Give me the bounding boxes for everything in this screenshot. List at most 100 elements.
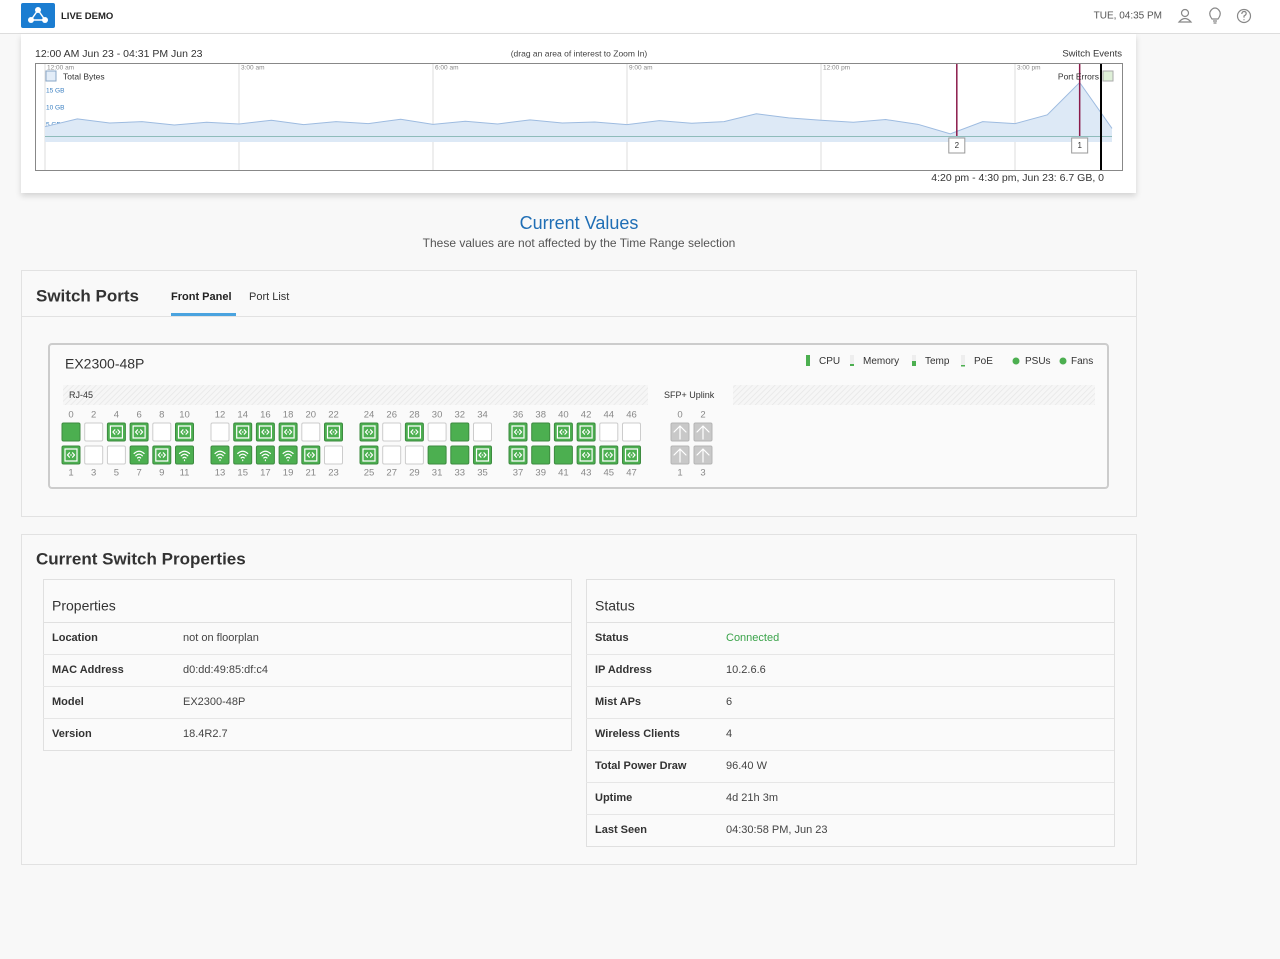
port[interactable] (175, 445, 194, 465)
port[interactable] (508, 445, 528, 465)
port[interactable] (233, 422, 253, 442)
port[interactable] (553, 422, 573, 442)
port-number: 2 (91, 410, 96, 421)
port[interactable] (670, 422, 690, 442)
user-icon[interactable] (1177, 8, 1193, 23)
legend-item: Temp (925, 356, 950, 367)
port-icon (237, 450, 249, 462)
port[interactable] (278, 445, 298, 465)
property-label: Version (52, 728, 92, 740)
port-box (129, 445, 149, 465)
x-tick-label: 6:00 am (435, 65, 459, 72)
port[interactable] (622, 445, 641, 465)
port-number: 29 (409, 468, 420, 479)
port[interactable] (599, 422, 619, 442)
port[interactable] (576, 422, 596, 442)
port-icon (511, 425, 525, 439)
port[interactable] (450, 445, 470, 465)
legend-item: PoE (974, 356, 993, 367)
event-marker[interactable] (1071, 137, 1089, 154)
property-card-title: Status (595, 598, 635, 614)
property-card (586, 579, 1115, 847)
port-number: 32 (455, 410, 466, 421)
tab[interactable]: Front Panel (171, 291, 232, 303)
legend-label: Port Errors (1058, 71, 1099, 81)
port[interactable] (359, 422, 379, 442)
port[interactable] (210, 445, 230, 465)
user-body (1177, 17, 1193, 23)
port-icon (511, 448, 525, 462)
port[interactable] (301, 422, 321, 442)
port[interactable] (553, 445, 573, 465)
timeline-chart[interactable]: 12:00 am 3:00 am 6:00 am 9:00 am 12:00 pm 3:0… (44, 64, 1113, 170)
event-marker[interactable] (948, 137, 966, 154)
port[interactable] (152, 422, 172, 442)
port[interactable] (255, 445, 275, 465)
events-title: Switch Events (1062, 49, 1122, 60)
port-number: 24 (364, 410, 375, 421)
port-icon (696, 448, 710, 463)
port[interactable] (382, 445, 402, 465)
port[interactable] (84, 445, 104, 465)
port-number: 41 (558, 468, 569, 479)
port[interactable] (324, 445, 343, 465)
port[interactable] (473, 422, 492, 442)
port-number: 5 (114, 468, 119, 479)
tab[interactable]: Port List (249, 291, 289, 303)
port[interactable] (233, 445, 253, 465)
port[interactable] (427, 445, 447, 465)
tips-icon[interactable] (1209, 7, 1221, 24)
port-number: 31 (432, 468, 443, 479)
port[interactable] (301, 445, 321, 465)
property-label: IP Address (595, 664, 652, 676)
fan-dot (1059, 357, 1067, 365)
port[interactable] (450, 422, 470, 442)
port-icon (178, 450, 191, 462)
port-icon (362, 425, 376, 439)
timeline-card (21, 34, 1136, 193)
port[interactable] (382, 422, 402, 442)
help-icon[interactable] (1236, 8, 1252, 24)
y-tick-label: 15 GB (46, 88, 64, 95)
port-number: 33 (455, 468, 466, 479)
port[interactable] (61, 445, 81, 465)
port-number: 1 (677, 468, 682, 479)
port[interactable] (404, 445, 424, 465)
port-number: 20 (306, 410, 317, 421)
port[interactable] (693, 445, 713, 465)
port[interactable] (278, 422, 298, 442)
port[interactable] (508, 422, 528, 442)
port[interactable] (106, 422, 126, 442)
port[interactable] (404, 422, 424, 442)
port-number: 40 (558, 410, 569, 421)
port[interactable] (152, 445, 172, 465)
memory-bar (850, 364, 854, 366)
port[interactable] (622, 422, 641, 442)
port[interactable] (129, 445, 149, 465)
property-label: MAC Address (52, 664, 124, 676)
port[interactable] (599, 445, 619, 465)
port[interactable] (670, 445, 690, 465)
property-card (43, 579, 572, 751)
port-icon (624, 448, 639, 462)
port[interactable] (129, 422, 149, 442)
port[interactable] (324, 422, 343, 442)
port[interactable] (576, 445, 596, 465)
port[interactable] (61, 422, 81, 442)
port[interactable] (693, 422, 713, 442)
port-icon (556, 425, 571, 439)
group-label: SFP+ Uplink (664, 390, 715, 400)
port[interactable] (531, 422, 551, 442)
logo[interactable] (21, 3, 55, 28)
port[interactable] (531, 445, 551, 465)
port[interactable] (427, 422, 447, 442)
port[interactable] (175, 422, 194, 442)
port[interactable] (255, 422, 275, 442)
port[interactable] (106, 445, 126, 465)
logo-node (35, 7, 41, 13)
port[interactable] (359, 445, 379, 465)
port[interactable] (210, 422, 230, 442)
port[interactable] (84, 422, 104, 442)
port-icon (155, 448, 169, 462)
port[interactable] (473, 445, 492, 465)
